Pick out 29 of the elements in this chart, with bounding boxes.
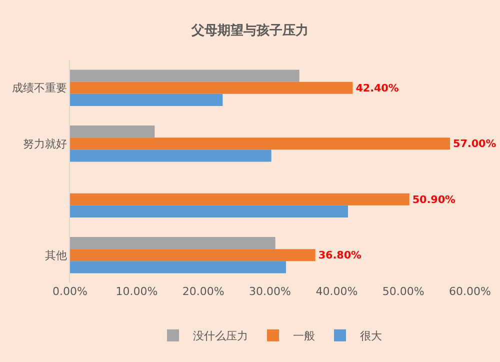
x-tick-label: 10.00% <box>116 285 158 298</box>
data-label: 42.40% <box>356 82 400 94</box>
bar <box>70 138 450 150</box>
legend-label: 很大 <box>360 330 382 343</box>
legend-label: 一般 <box>293 330 315 343</box>
data-label: 50.90% <box>412 194 456 206</box>
bar <box>70 249 316 262</box>
bar <box>70 126 155 138</box>
data-label: 36.80% <box>318 250 362 262</box>
bar <box>70 70 300 82</box>
x-tick-label: 0.00% <box>52 285 88 298</box>
x-tick-label: 20.00% <box>182 285 224 298</box>
x-tick-label: 50.00% <box>382 285 424 298</box>
y-tick-label: 努力就好 <box>22 137 67 150</box>
y-tick-label: 其他 <box>44 248 67 262</box>
bar <box>70 193 410 206</box>
bar <box>70 205 348 218</box>
x-tick-label: 40.00% <box>316 285 358 298</box>
bar <box>70 82 353 94</box>
bar <box>70 94 223 106</box>
bar <box>70 261 286 274</box>
x-tick-label: 30.00% <box>249 285 291 298</box>
x-tick-label: 60.00% <box>449 285 491 298</box>
y-tick-label: 成绩不重要 <box>12 82 67 95</box>
bar <box>70 237 276 250</box>
bar <box>70 150 272 162</box>
data-label: 57.00% <box>453 138 497 150</box>
chart-title: 父母期望与孩子压力 <box>190 22 308 38</box>
legend-label: 没什么压力 <box>193 330 248 343</box>
